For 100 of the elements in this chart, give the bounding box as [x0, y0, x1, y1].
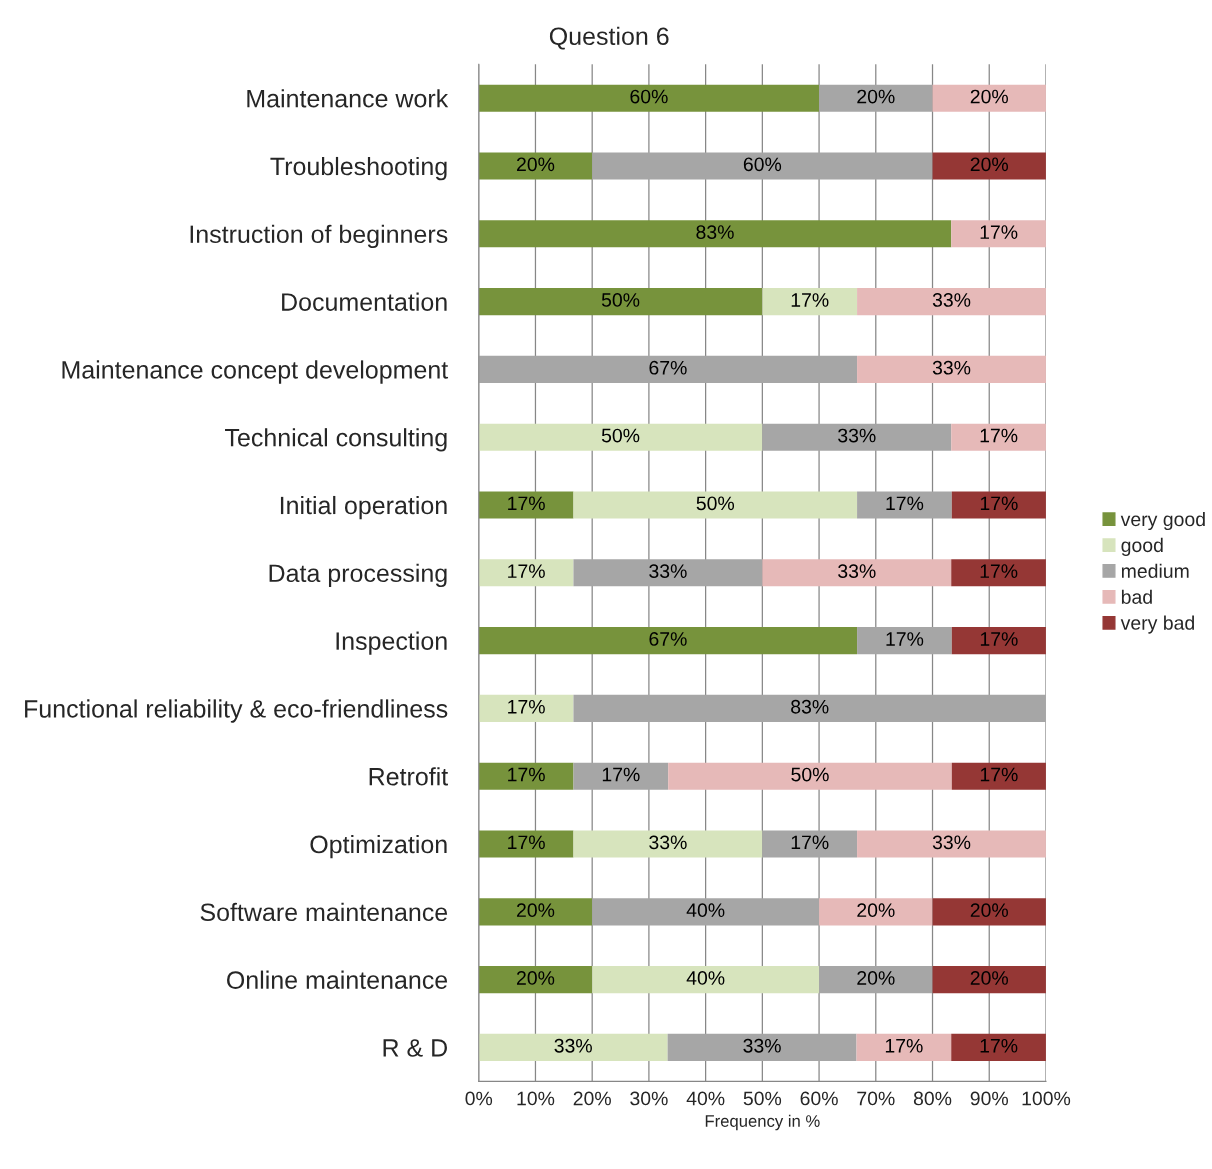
- bar: [573, 491, 858, 519]
- bar: [932, 84, 1046, 112]
- data-label: 60%: [630, 89, 668, 104]
- x-tick-label: 90%: [970, 1091, 1008, 1106]
- y-tick-label: R & D: [383, 1039, 447, 1057]
- data-label: 33%: [932, 835, 971, 850]
- bar: [478, 491, 574, 519]
- data-label: 17%: [791, 293, 829, 307]
- bar: [592, 898, 820, 926]
- bar: [667, 1033, 857, 1061]
- data-label: 17%: [980, 564, 1018, 578]
- legend-label: very good: [1120, 511, 1205, 531]
- bar: [573, 830, 763, 858]
- data-label: 17%: [885, 1038, 923, 1053]
- y-tick-label: Instruction of beginners: [190, 224, 448, 249]
- data-label: 50%: [601, 428, 640, 443]
- data-label: 50%: [791, 767, 829, 782]
- data-label: 17%: [508, 699, 545, 714]
- bar: [762, 830, 858, 858]
- bar: [478, 1033, 668, 1061]
- data-label: 33%: [743, 1038, 781, 1053]
- data-label: 20%: [970, 971, 1008, 985]
- bar: [819, 84, 933, 112]
- data-label: 17%: [980, 632, 1018, 646]
- data-label: 17%: [791, 835, 829, 850]
- y-tick-label: Maintenance work: [247, 89, 449, 108]
- y-tick-label: Functional reliability & eco-friendliness: [25, 699, 448, 723]
- x-tick-label: 70%: [857, 1091, 895, 1106]
- x-tick-label: 50%: [743, 1091, 782, 1106]
- bar: [478, 84, 820, 112]
- y-tick-label: Retrofit: [369, 767, 448, 786]
- data-label: 17%: [980, 1038, 1018, 1053]
- y-tick-label: Online maintenance: [227, 970, 448, 989]
- data-label: 40%: [686, 971, 725, 985]
- data-label: 33%: [649, 564, 687, 579]
- data-label: 33%: [838, 428, 876, 443]
- bar: [819, 966, 933, 994]
- y-tick-label: Data processing: [269, 563, 447, 588]
- bar: [857, 288, 1046, 316]
- data-label: 17%: [980, 496, 1018, 511]
- bar: [951, 491, 1046, 519]
- data-label: 83%: [696, 225, 734, 240]
- bar: [856, 1033, 952, 1061]
- x-tick-label: 20%: [573, 1091, 611, 1106]
- bar: [857, 355, 1046, 383]
- data-label: 17%: [508, 496, 545, 511]
- y-tick-label: Documentation: [282, 292, 447, 311]
- bar: [478, 966, 593, 994]
- bar: [951, 220, 1046, 248]
- data-label: 17%: [980, 767, 1018, 782]
- data-label: 20%: [857, 89, 895, 104]
- data-label: 17%: [980, 225, 1018, 239]
- chart-title: Question 6: [549, 26, 669, 50]
- bar: [478, 830, 574, 858]
- data-label: 33%: [838, 564, 876, 579]
- data-label: 20%: [516, 971, 555, 985]
- legend-label: good: [1121, 537, 1163, 556]
- legend-label: bad: [1121, 589, 1152, 604]
- bar: [573, 762, 669, 790]
- data-label: 20%: [857, 903, 895, 918]
- bar: [762, 423, 952, 451]
- bar: [478, 627, 858, 655]
- bar: [951, 1033, 1046, 1061]
- bar: [573, 559, 763, 587]
- bar: [951, 559, 1046, 587]
- y-tick-label: Software maintenance: [200, 902, 448, 922]
- data-label: 20%: [516, 157, 555, 172]
- bar: [478, 423, 763, 451]
- x-tick-label: 80%: [913, 1091, 952, 1106]
- y-tick-label: Maintenance concept development: [62, 360, 449, 384]
- data-label: 33%: [932, 360, 971, 375]
- data-label: 83%: [791, 699, 829, 714]
- data-label: 17%: [886, 632, 924, 646]
- legend-label: very bad: [1120, 615, 1194, 634]
- bar: [762, 559, 952, 587]
- bar: [932, 152, 1046, 180]
- x-tick-label: 0%: [465, 1091, 493, 1106]
- x-tick-label: 10%: [517, 1091, 555, 1106]
- x-tick-label: 30%: [630, 1091, 668, 1106]
- bar: [478, 220, 952, 248]
- bar: [478, 898, 593, 926]
- bar: [951, 762, 1046, 790]
- bar: [573, 694, 1046, 722]
- bar: [478, 694, 574, 722]
- data-label: 60%: [743, 157, 782, 172]
- x-tick-label: 40%: [686, 1091, 725, 1106]
- bar: [478, 288, 763, 316]
- y-tick-label: Inspection: [336, 631, 447, 655]
- bar: [857, 627, 952, 655]
- bar: [762, 288, 858, 316]
- bar: [478, 762, 574, 790]
- data-label: 17%: [508, 767, 545, 782]
- data-label: 20%: [857, 971, 895, 985]
- data-label: 17%: [980, 428, 1018, 443]
- y-tick-label: Troubleshooting: [270, 156, 447, 181]
- bar: [592, 966, 820, 994]
- legend-label: medium: [1121, 563, 1189, 579]
- x-tick-label: 60%: [800, 1091, 838, 1106]
- bar: [819, 898, 933, 926]
- data-label: 20%: [970, 89, 1008, 104]
